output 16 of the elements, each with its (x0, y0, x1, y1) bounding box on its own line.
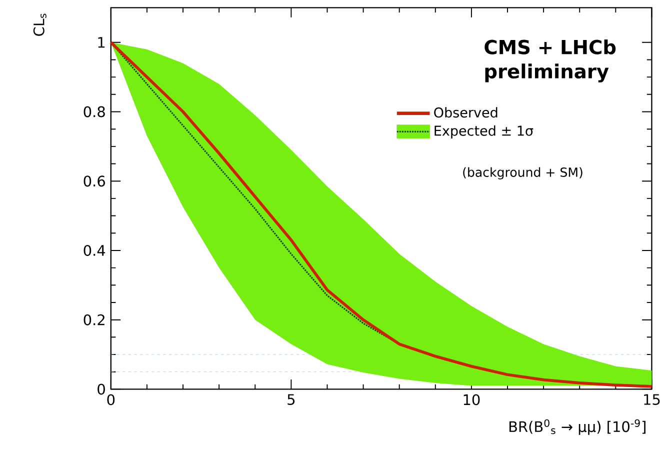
text: CMS + LHCb preliminary (484, 39, 616, 82)
legend-label: Expected ± 1σ (434, 125, 534, 139)
x-tick-label: 5 (288, 394, 295, 406)
x-tick-label: 0 (107, 394, 115, 406)
y-tick-label: 1 (98, 37, 105, 48)
y-axis-title: CL$_{s}$ (33, 14, 46, 36)
y-tick-label: 0 (98, 384, 105, 395)
x-axis-title: BR(B$^{0}$$_{s}$ → μμ) [10$^{-9}$] (509, 419, 646, 435)
annotation: (background + SM) (463, 167, 582, 180)
y-tick-label: 0.2 (84, 314, 104, 326)
x-tick-label: 15 (644, 394, 660, 406)
x-tick-label: 10 (464, 394, 480, 406)
y-tick-label: 0.4 (84, 245, 106, 256)
y-tick-label: 0.6 (84, 176, 105, 187)
y-tick-label: 0.8 (84, 106, 105, 118)
legend-label: Observed (434, 107, 498, 118)
